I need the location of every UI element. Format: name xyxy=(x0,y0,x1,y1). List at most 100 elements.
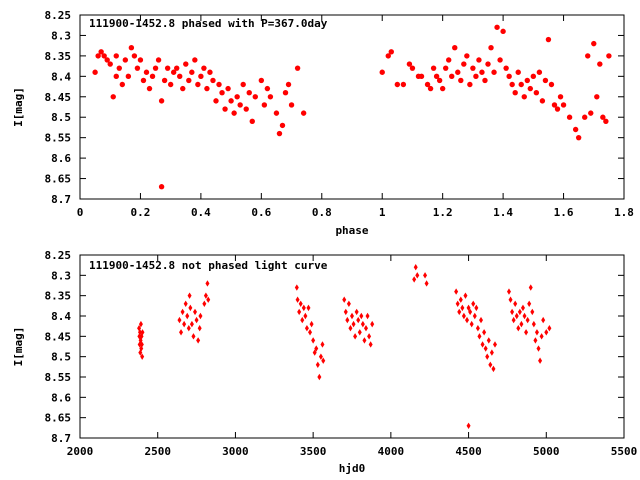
y-tick-label: 8.55 xyxy=(45,132,72,145)
phased-plot-frame xyxy=(79,14,625,200)
data-point xyxy=(304,325,309,332)
data-point xyxy=(187,292,192,299)
data-point xyxy=(119,81,126,88)
data-point xyxy=(430,65,437,71)
data-point xyxy=(146,85,153,92)
data-point xyxy=(191,333,196,340)
data-point xyxy=(183,300,188,307)
data-point xyxy=(362,337,367,344)
data-point xyxy=(400,81,407,88)
data-point xyxy=(439,85,446,92)
data-point xyxy=(515,69,521,75)
data-point xyxy=(394,81,401,88)
data-point xyxy=(170,69,177,75)
data-point xyxy=(201,65,207,71)
data-point xyxy=(192,57,198,63)
x-tick-label: 3000 xyxy=(222,445,249,458)
y-tick-label: 8.25 xyxy=(45,9,72,22)
data-point xyxy=(370,320,375,328)
y-tick-label: 8.3 xyxy=(51,29,71,42)
data-point xyxy=(524,329,529,336)
x-tick-label: 1.6 xyxy=(554,206,574,219)
data-point xyxy=(455,69,461,75)
data-point xyxy=(202,300,207,307)
data-point xyxy=(185,312,190,320)
data-point xyxy=(475,325,480,332)
data-point xyxy=(104,57,110,63)
data-point xyxy=(198,312,203,320)
data-point xyxy=(180,85,186,92)
data-point xyxy=(140,353,145,360)
data-point xyxy=(536,345,541,352)
data-point xyxy=(298,300,303,307)
data-point xyxy=(189,320,194,328)
data-point xyxy=(413,264,418,271)
data-point xyxy=(539,333,544,340)
data-point xyxy=(527,300,532,307)
data-point xyxy=(415,272,420,279)
data-point xyxy=(468,308,473,316)
data-point xyxy=(98,49,104,55)
data-point xyxy=(243,106,249,112)
data-point xyxy=(128,45,135,51)
data-point xyxy=(179,329,184,336)
data-point xyxy=(240,81,246,88)
data-point xyxy=(479,316,484,324)
data-point xyxy=(517,308,522,316)
data-point xyxy=(294,284,299,291)
data-point xyxy=(510,308,515,316)
data-point xyxy=(177,316,182,324)
x-tick-label: 1.8 xyxy=(614,206,634,219)
data-point xyxy=(222,106,228,112)
data-point xyxy=(600,114,606,120)
x-tick-label: 0.6 xyxy=(251,206,271,219)
x-tick-label: 0.4 xyxy=(191,206,211,219)
y-tick-label: 8.65 xyxy=(45,412,72,425)
data-point xyxy=(351,320,356,328)
data-point xyxy=(318,353,323,360)
x-tick-label: 2000 xyxy=(67,445,94,458)
data-point xyxy=(461,312,466,320)
x-tick-label: 5000 xyxy=(533,445,560,458)
data-point xyxy=(295,296,300,303)
data-point xyxy=(116,65,122,71)
data-point xyxy=(161,77,168,84)
data-point xyxy=(454,288,459,295)
data-point xyxy=(152,65,159,71)
data-point xyxy=(158,98,165,104)
data-point xyxy=(491,365,496,373)
data-point xyxy=(174,65,180,71)
data-point xyxy=(533,89,540,96)
data-point xyxy=(303,312,308,320)
data-point xyxy=(264,85,271,92)
data-point xyxy=(530,73,537,80)
data-point xyxy=(225,85,231,92)
data-point xyxy=(525,316,530,324)
data-point xyxy=(360,320,365,328)
data-point xyxy=(514,312,519,320)
x-tick-label: 1.2 xyxy=(433,206,453,219)
x-tick-label: 1 xyxy=(379,206,386,219)
data-point xyxy=(480,341,485,348)
data-point xyxy=(597,61,603,67)
data-point xyxy=(186,77,192,84)
data-point xyxy=(216,81,222,88)
data-point xyxy=(320,341,325,348)
data-point xyxy=(464,53,470,59)
data-point xyxy=(297,308,302,316)
data-point xyxy=(137,329,142,336)
data-point xyxy=(470,65,476,71)
data-point xyxy=(219,89,225,96)
data-point xyxy=(210,77,216,84)
data-point xyxy=(312,349,317,356)
data-point xyxy=(107,61,113,67)
y-tick-label: 8.35 xyxy=(45,290,72,303)
data-point xyxy=(542,77,549,84)
data-point xyxy=(140,77,147,84)
data-point xyxy=(489,349,494,356)
y-tick-label: 8.6 xyxy=(51,391,71,404)
data-point xyxy=(207,69,213,75)
data-point xyxy=(433,73,440,80)
data-point xyxy=(531,320,536,328)
